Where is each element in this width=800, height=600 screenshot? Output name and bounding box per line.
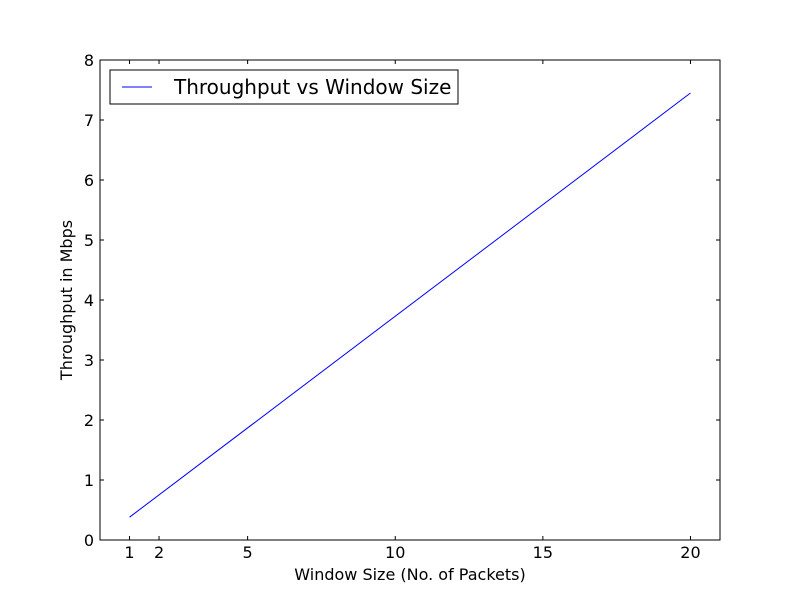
legend-box — [109, 69, 459, 105]
y-tick-label: 2 — [84, 411, 94, 430]
y-tick-label: 5 — [84, 231, 94, 250]
legend-label-throughput: Throughput vs Window Size — [173, 75, 451, 99]
y-axis-label: Throughput in Mbps — [57, 220, 76, 381]
x-tick-label: 10 — [385, 543, 405, 562]
plot-frame — [99, 59, 721, 541]
series-layer — [129, 92, 691, 518]
y-tick-label: 3 — [84, 351, 94, 370]
y-tick-label: 6 — [84, 171, 94, 190]
x-tick-label: 1 — [124, 543, 134, 562]
tick-labels: 1 2 5 10 15 20 0 1 2 3 4 5 6 7 8 — [84, 51, 701, 562]
y-tick-label: 1 — [84, 471, 94, 490]
series-line-0 — [129, 92, 691, 518]
legend: Throughput vs Window Size — [109, 69, 459, 105]
x-tick-label: 20 — [680, 543, 700, 562]
y-tick-label: 8 — [84, 51, 94, 70]
x-tick-label: 15 — [533, 543, 553, 562]
x-tick-label: 5 — [243, 543, 253, 562]
x-tick-label: 2 — [154, 543, 164, 562]
x-axis-label: Window Size (No. of Packets) — [294, 565, 525, 584]
y-tick-label: 7 — [84, 111, 94, 130]
axis-ticks — [100, 59, 720, 541]
y-tick-label: 4 — [84, 291, 94, 310]
y-tick-label: 0 — [84, 531, 94, 550]
